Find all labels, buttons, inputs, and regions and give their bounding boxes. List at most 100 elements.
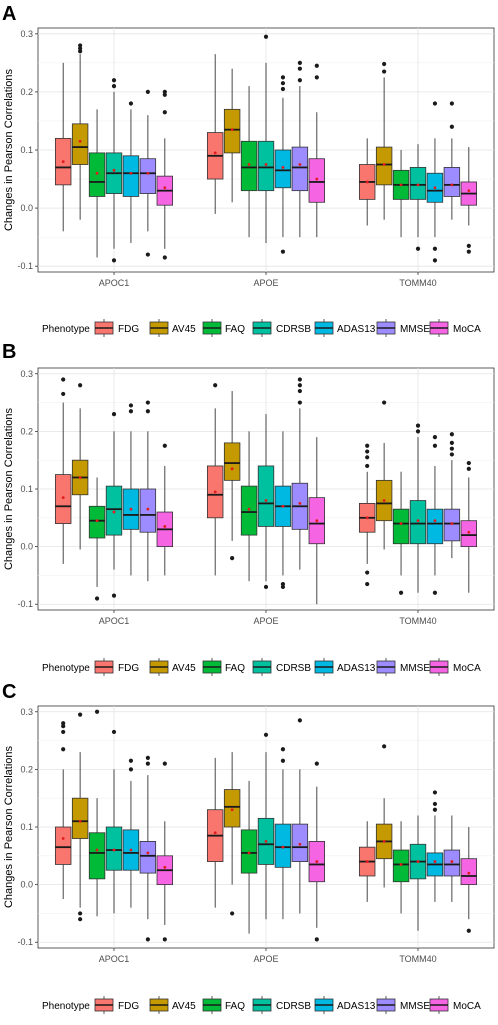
- box-faq-tomm40: [392, 471, 410, 595]
- x-tick-label: APOE: [253, 278, 278, 288]
- mean-point: [163, 865, 167, 869]
- y-tick-label: 0.1: [20, 484, 33, 494]
- box-iqr: [223, 789, 241, 828]
- box-faq-apoc1: [88, 109, 106, 258]
- legend-item-faq: FAQ: [202, 658, 245, 676]
- box-cdrsb-tomm40: [409, 815, 427, 931]
- box-fdg-apoe: [206, 383, 224, 576]
- legend-label: MoCA: [453, 324, 481, 335]
- outlier-point: [466, 928, 471, 933]
- outlier-point: [145, 400, 150, 405]
- outlier-point: [365, 581, 370, 587]
- box-iqr: [257, 465, 275, 527]
- mean-point: [433, 860, 437, 863]
- outlier-point: [162, 761, 167, 766]
- mean-point: [382, 163, 386, 166]
- box-fdg-apoc1: [54, 377, 72, 564]
- outlier-point: [128, 758, 134, 763]
- x-tick-label: TOMM40: [399, 954, 436, 964]
- box-av45-tomm40: [375, 400, 393, 550]
- mean-point: [315, 177, 319, 181]
- legend-item-cdrsb: CDRSB: [252, 658, 311, 676]
- legend-label: AV45: [172, 663, 196, 674]
- legend-label: FAQ: [225, 1001, 245, 1012]
- box-iqr: [460, 858, 478, 886]
- legend-title: Phenotype: [42, 324, 90, 335]
- box-iqr: [375, 146, 393, 186]
- outlier-point: [314, 63, 319, 68]
- panel-letter: C: [2, 681, 16, 703]
- mean-point: [433, 519, 437, 523]
- outlier-point: [162, 443, 167, 448]
- outlier-point: [145, 755, 150, 760]
- outlier-point: [297, 377, 302, 382]
- outlier-point: [415, 429, 421, 434]
- mean-point: [112, 848, 116, 852]
- box-iqr: [88, 832, 106, 880]
- mean-point: [247, 163, 251, 166]
- outlier-point: [61, 724, 66, 729]
- legend-label: AV45: [172, 1001, 196, 1012]
- box-faq-apoc1: [88, 709, 106, 917]
- mean-point: [213, 490, 217, 494]
- box-av45-tomm40: [375, 61, 393, 220]
- legend-title: Phenotype: [42, 663, 90, 674]
- outlier-point: [280, 758, 286, 763]
- mean-point: [146, 851, 150, 855]
- x-tick-label: TOMM40: [399, 278, 436, 288]
- box-iqr: [392, 508, 410, 545]
- legend-label: FDG: [118, 324, 139, 335]
- box-moca-apoe: [308, 761, 326, 942]
- mean-point: [298, 842, 302, 846]
- box-iqr: [71, 123, 89, 165]
- mean-point: [450, 860, 454, 863]
- mean-point: [281, 504, 285, 508]
- box-adas13-tomm40: [426, 101, 444, 263]
- box-iqr: [409, 500, 427, 545]
- outlier-point: [61, 747, 66, 752]
- outlier-point: [111, 83, 117, 89]
- outlier-point: [78, 917, 83, 922]
- box-av45-apoc1: [71, 712, 89, 922]
- box-mmse-apoc1: [139, 755, 157, 942]
- outlier-point: [432, 590, 438, 595]
- box-adas13-apoe: [274, 431, 292, 590]
- box-iqr: [71, 797, 89, 839]
- outlier-point: [297, 718, 302, 723]
- mean-point: [247, 507, 251, 511]
- outlier-point: [432, 801, 438, 807]
- box-mmse-tomm40: [443, 815, 461, 902]
- mean-point: [230, 128, 234, 132]
- outlier-point: [432, 101, 438, 106]
- box-mmse-apoe: [291, 377, 309, 570]
- legend-item-mmse: MMSE: [376, 658, 430, 676]
- box-moca-apoc1: [156, 89, 174, 260]
- legend-item-cdrsb: CDRSB: [252, 996, 311, 1014]
- outlier-point: [432, 790, 438, 795]
- outlier-point: [365, 455, 370, 460]
- outlier-point: [297, 383, 302, 388]
- outlier-point: [297, 78, 302, 83]
- panel-c: C -0.1 0.0 0.1 0.2 0.3 Changes in Pearson Corr…: [2, 681, 495, 1014]
- y-tick-label: -0.1: [17, 261, 33, 271]
- outlier-point: [382, 744, 387, 749]
- mean-point: [264, 840, 268, 843]
- box-iqr: [291, 823, 309, 862]
- box-cdrsb-apoe: [257, 34, 275, 243]
- outlier-point: [466, 249, 471, 254]
- panel-letter: B: [2, 341, 16, 363]
- legend-label: FAQ: [225, 663, 245, 674]
- box-moca-apoe: [308, 437, 326, 605]
- mean-point: [146, 507, 150, 511]
- outlier-point: [213, 383, 218, 388]
- box-iqr: [460, 520, 478, 548]
- outlier-point: [61, 729, 66, 735]
- outlier-point: [280, 86, 286, 92]
- mean-point: [298, 502, 302, 505]
- outlier-point: [94, 709, 100, 714]
- outlier-point: [297, 400, 302, 405]
- legend-label: FAQ: [225, 324, 245, 335]
- y-tick-label: -0.1: [17, 599, 33, 609]
- legend-label: ADAS13: [337, 663, 376, 674]
